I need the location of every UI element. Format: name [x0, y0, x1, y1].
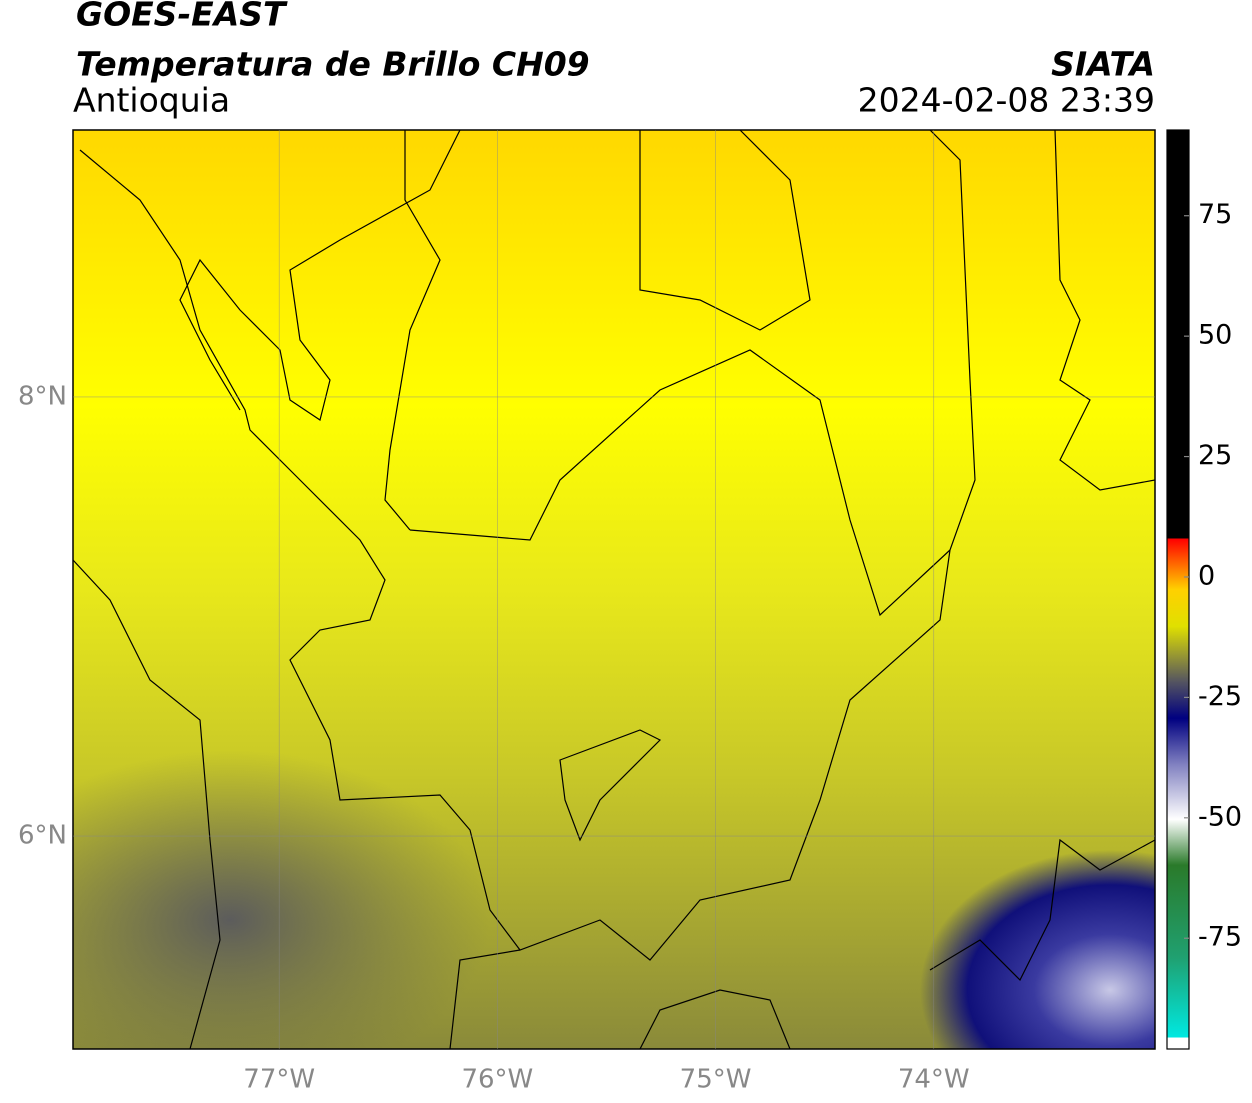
colorbar — [1166, 129, 1190, 1050]
region: Antioquia — [73, 81, 230, 120]
y-tick-label: 8°N — [18, 381, 67, 411]
colorbar-tick-label: -25 — [1198, 681, 1242, 712]
title: GOES-EAST — [76, 0, 288, 34]
datetime: 2024-02-08 23:39 — [858, 81, 1155, 120]
x-tick-label: 76°W — [461, 1065, 533, 1095]
x-tick-label: 77°W — [243, 1065, 315, 1095]
map-area — [73, 130, 1155, 1049]
colorbar-tick-label: 50 — [1198, 320, 1232, 351]
source: SIATA — [1051, 45, 1155, 84]
x-tick-label: 75°W — [680, 1065, 752, 1095]
map-frame — [72, 129, 1156, 1050]
subtitle: Temperatura de Brillo CH09 — [76, 45, 590, 84]
cold-region — [920, 850, 1155, 1049]
x-tick-label: 74°W — [898, 1065, 970, 1095]
cold-region — [73, 750, 490, 1049]
colorbar-tick-label: 25 — [1198, 440, 1232, 471]
colorbar-tick-label: 0 — [1198, 560, 1215, 591]
y-tick-label: 6°N — [18, 821, 67, 851]
colorbar-tick-label: -75 — [1198, 922, 1242, 953]
colorbar-tick-label: 75 — [1198, 199, 1232, 230]
borders — [73, 130, 1155, 1049]
colorbar-tick-label: -50 — [1198, 801, 1242, 832]
